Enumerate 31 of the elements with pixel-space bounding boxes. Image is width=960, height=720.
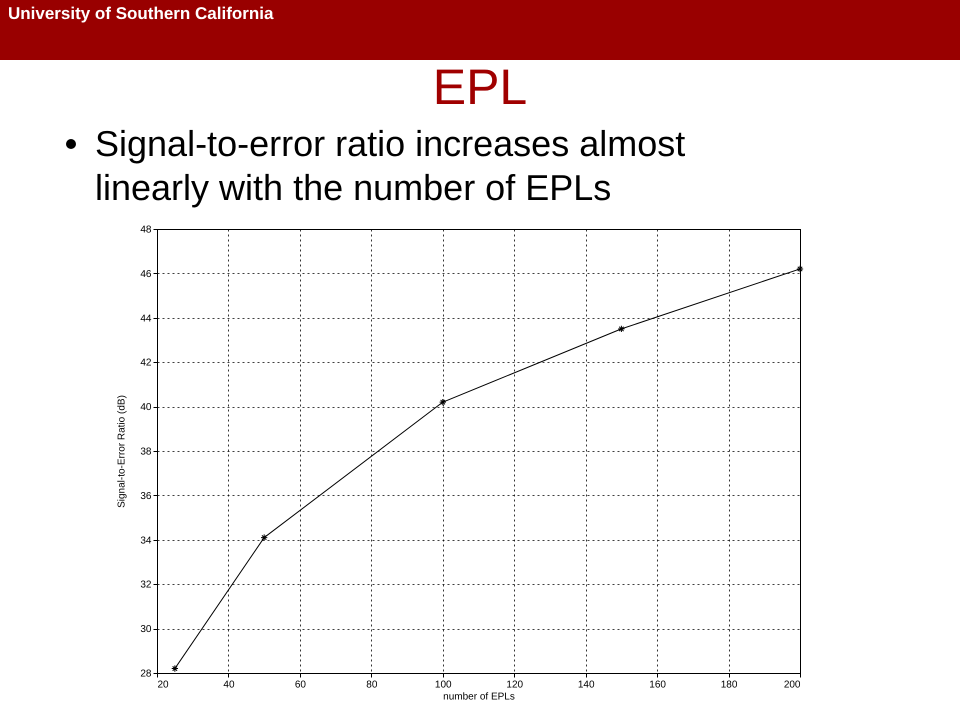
y-axis-title: Signal-to-Error Ratio (dB) (116, 395, 128, 508)
chart-subtitle: Signal-to-error ratio increases almost linearly with the number of EPLs (95, 122, 686, 210)
x-tick-label: 40 (223, 680, 235, 690)
point (171, 664, 179, 672)
chart-title: EPL (432, 58, 528, 116)
y-tick-label: 42 (140, 358, 152, 369)
x-tick-label: 200 (784, 680, 801, 690)
point (618, 325, 626, 333)
y-tick-label: 32 (140, 580, 152, 591)
x-tick-label: 160 (649, 680, 666, 690)
y-tick-label: 34 (140, 535, 152, 546)
y-tick-label: 44 (140, 313, 152, 324)
y-tick-label: 30 (140, 624, 152, 636)
point (260, 534, 268, 542)
y-tick-label: 40 (140, 402, 152, 414)
text: University of Southern California (8, 4, 274, 24)
x-tick-label: 120 (506, 680, 524, 690)
x-tick-label: 100 (434, 680, 452, 690)
y-tick-label: 46 (140, 268, 152, 280)
x-tick-label: 20 (158, 680, 170, 690)
y-tick-label: 28 (140, 668, 152, 680)
x-tick-label: 80 (366, 680, 378, 690)
point (439, 398, 446, 406)
x-tick-label: 180 (720, 680, 738, 690)
point (796, 265, 804, 273)
y-tick-label: 38 (140, 446, 152, 458)
y-tick-label: 36 (140, 490, 152, 502)
x-tick-label: 60 (294, 680, 306, 690)
x-axis-title: number of EPLs (443, 692, 515, 702)
x-tick-label: 140 (578, 680, 595, 690)
y-tick-label: 48 (140, 224, 152, 236)
